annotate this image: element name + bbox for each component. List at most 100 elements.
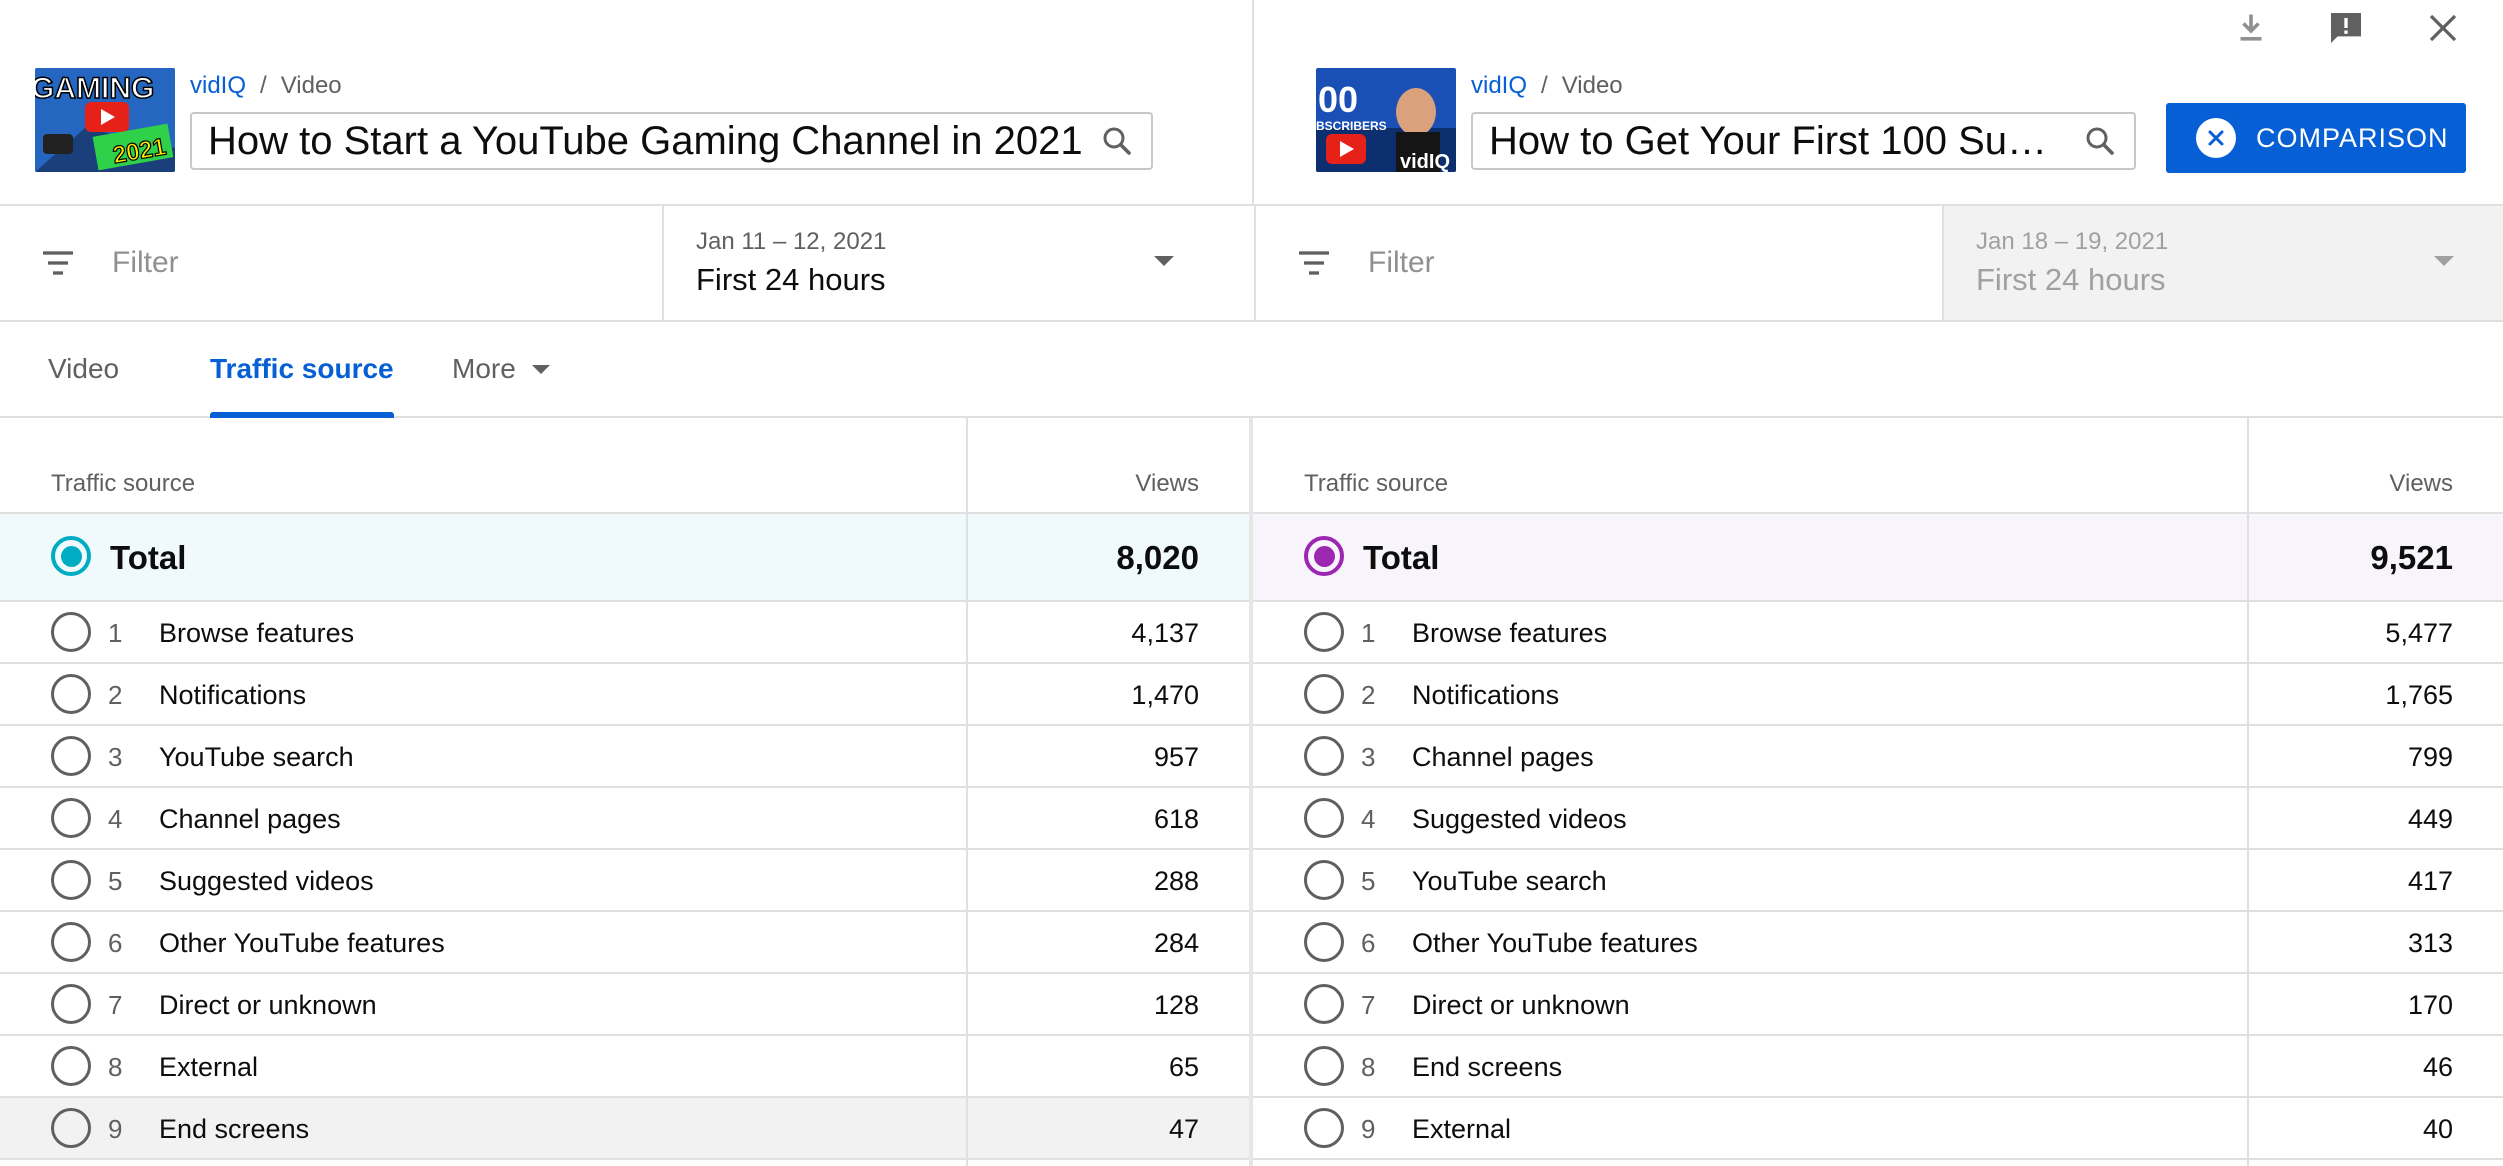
radio-button[interactable] xyxy=(51,612,91,652)
table-row[interactable]: 2 Notifications 1,765 xyxy=(1253,664,2503,726)
row-views: 618 xyxy=(1153,804,1199,834)
row-views: 46 xyxy=(2422,1052,2453,1082)
tab-more[interactable]: More xyxy=(452,322,550,416)
radio-button[interactable] xyxy=(1304,860,1344,900)
table-row[interactable]: 1 Browse features 5,477 xyxy=(1253,602,2503,664)
table-row[interactable]: 8 End screens 46 xyxy=(1253,1036,2503,1098)
row-views: 40 xyxy=(2422,1114,2453,1144)
table-row[interactable]: 1 Browse features 4,137 xyxy=(0,602,1249,664)
radio-button[interactable] xyxy=(1304,736,1344,776)
traffic-source-name: External xyxy=(159,1052,259,1082)
radio-button[interactable] xyxy=(1304,674,1344,714)
row-views: 1,470 xyxy=(1131,680,1199,710)
tab-video[interactable]: Video xyxy=(48,322,119,416)
column-header-source[interactable]: Traffic source xyxy=(1304,470,1449,497)
row-views: 288 xyxy=(1153,866,1199,896)
radio-button[interactable] xyxy=(1304,612,1344,652)
right-video-title-field[interactable]: How to Get Your First 100 Sub… xyxy=(1471,112,2136,170)
left-filter[interactable]: Filter xyxy=(0,206,662,320)
row-rank: 4 xyxy=(1361,804,1376,834)
row-rank: 2 xyxy=(108,680,123,710)
table-row-total[interactable]: Total 9,521 xyxy=(1253,514,2503,602)
radio-button[interactable] xyxy=(1304,1046,1344,1086)
table-row[interactable]: 9 End screens 47 xyxy=(0,1098,1249,1160)
right-filter[interactable]: Filter xyxy=(1254,206,1942,320)
row-views: 313 xyxy=(2407,928,2453,958)
svg-text:vidIQ: vidIQ xyxy=(1400,151,1450,172)
svg-text:2021: 2021 xyxy=(111,133,168,169)
svg-text:GAMING: GAMING xyxy=(35,72,154,105)
download-icon[interactable] xyxy=(2231,8,2271,48)
traffic-source-name: End screens xyxy=(159,1114,310,1144)
chevron-down-icon xyxy=(1154,256,1174,266)
table-row[interactable]: 5 Suggested videos 288 xyxy=(0,850,1249,912)
table-row[interactable]: 3 Channel pages 799 xyxy=(1253,726,2503,788)
row-rank: 9 xyxy=(1361,1114,1376,1144)
table-row[interactable]: 4 Suggested videos 449 xyxy=(1253,788,2503,850)
right-video-thumbnail[interactable]: 00 BSCRIBERS vidIQ xyxy=(1316,68,1456,172)
radio-button[interactable] xyxy=(1304,1108,1344,1148)
left-video-title-field[interactable]: How to Start a YouTube Gaming Channel in… xyxy=(190,112,1153,170)
radio-button[interactable] xyxy=(1304,922,1344,962)
traffic-source-name: Direct or unknown xyxy=(159,990,377,1020)
table-row[interactable]: 8 External 65 xyxy=(0,1036,1249,1098)
column-header-views[interactable]: Views xyxy=(2389,470,2453,497)
radio-button[interactable] xyxy=(1304,798,1344,838)
table-row[interactable]: 7 Direct or unknown 128 xyxy=(0,974,1249,1036)
radio-button-selected[interactable] xyxy=(1304,536,1344,576)
table-row[interactable]: 6 Other YouTube features 313 xyxy=(1253,912,2503,974)
right-date-picker: Jan 18 – 19, 2021 First 24 hours xyxy=(1942,206,2503,320)
traffic-source-name: Notifications xyxy=(1412,680,1560,710)
radio-button-selected[interactable] xyxy=(51,536,91,576)
row-rank: 1 xyxy=(1361,618,1376,648)
row-rank: 6 xyxy=(108,928,123,958)
left-video-thumbnail[interactable]: GAMING 2021 xyxy=(35,68,175,172)
radio-button[interactable] xyxy=(51,1108,91,1148)
close-comparison-icon xyxy=(2196,118,2236,158)
breadcrumb-separator: / xyxy=(260,72,267,99)
left-date-picker[interactable]: Jan 11 – 12, 2021 First 24 hours xyxy=(662,206,1252,320)
right-breadcrumb: vidIQ / Video xyxy=(1471,72,1623,100)
table-row[interactable]: 5 YouTube search 417 xyxy=(1253,850,2503,912)
radio-button[interactable] xyxy=(51,736,91,776)
radio-button[interactable] xyxy=(51,1046,91,1086)
table-row[interactable]: 6 Other YouTube features 284 xyxy=(0,912,1249,974)
feedback-icon[interactable] xyxy=(2326,8,2366,48)
row-views: 128 xyxy=(1153,990,1199,1020)
row-rank: 5 xyxy=(108,866,123,896)
breadcrumb-channel-link[interactable]: vidIQ xyxy=(190,72,247,99)
total-label: Total xyxy=(1363,539,1440,576)
tab-traffic-source[interactable]: Traffic source xyxy=(210,322,394,418)
pane-divider xyxy=(1252,0,1254,206)
search-icon[interactable] xyxy=(2082,123,2118,159)
table-row[interactable]: 2 Notifications 1,470 xyxy=(0,664,1249,726)
radio-button[interactable] xyxy=(1304,984,1344,1024)
radio-button[interactable] xyxy=(51,922,91,962)
row-rank: 3 xyxy=(1361,742,1376,772)
row-rank: 9 xyxy=(108,1114,123,1144)
table-row[interactable]: 3 YouTube search 957 xyxy=(0,726,1249,788)
column-header-views[interactable]: Views xyxy=(1135,470,1199,497)
close-icon[interactable] xyxy=(2423,8,2463,48)
radio-button[interactable] xyxy=(51,984,91,1024)
tab-label: More xyxy=(452,353,516,384)
tab-bar: Video Traffic source More xyxy=(0,322,2503,418)
row-views: 799 xyxy=(2407,742,2453,772)
row-rank: 1 xyxy=(108,618,123,648)
column-divider xyxy=(966,418,968,1166)
right-video-header: 00 BSCRIBERS vidIQ vidIQ / Video How to Ge… xyxy=(1316,68,2136,176)
radio-button[interactable] xyxy=(51,674,91,714)
comparison-button[interactable]: COMPARISON xyxy=(2166,103,2466,173)
date-range: Jan 18 – 19, 2021 xyxy=(1976,228,2169,255)
radio-button[interactable] xyxy=(51,860,91,900)
svg-text:BSCRIBERS: BSCRIBERS xyxy=(1316,119,1387,133)
radio-button[interactable] xyxy=(51,798,91,838)
table-row[interactable]: 9 External 40 xyxy=(1253,1098,2503,1160)
breadcrumb-channel-link[interactable]: vidIQ xyxy=(1471,72,1528,99)
table-row-total[interactable]: Total 8,020 xyxy=(0,514,1249,602)
table-row[interactable]: 7 Direct or unknown 170 xyxy=(1253,974,2503,1036)
table-row[interactable]: 4 Channel pages 618 xyxy=(0,788,1249,850)
column-header-source[interactable]: Traffic source xyxy=(51,470,196,497)
search-icon[interactable] xyxy=(1099,123,1135,159)
row-views: 957 xyxy=(1153,742,1199,772)
